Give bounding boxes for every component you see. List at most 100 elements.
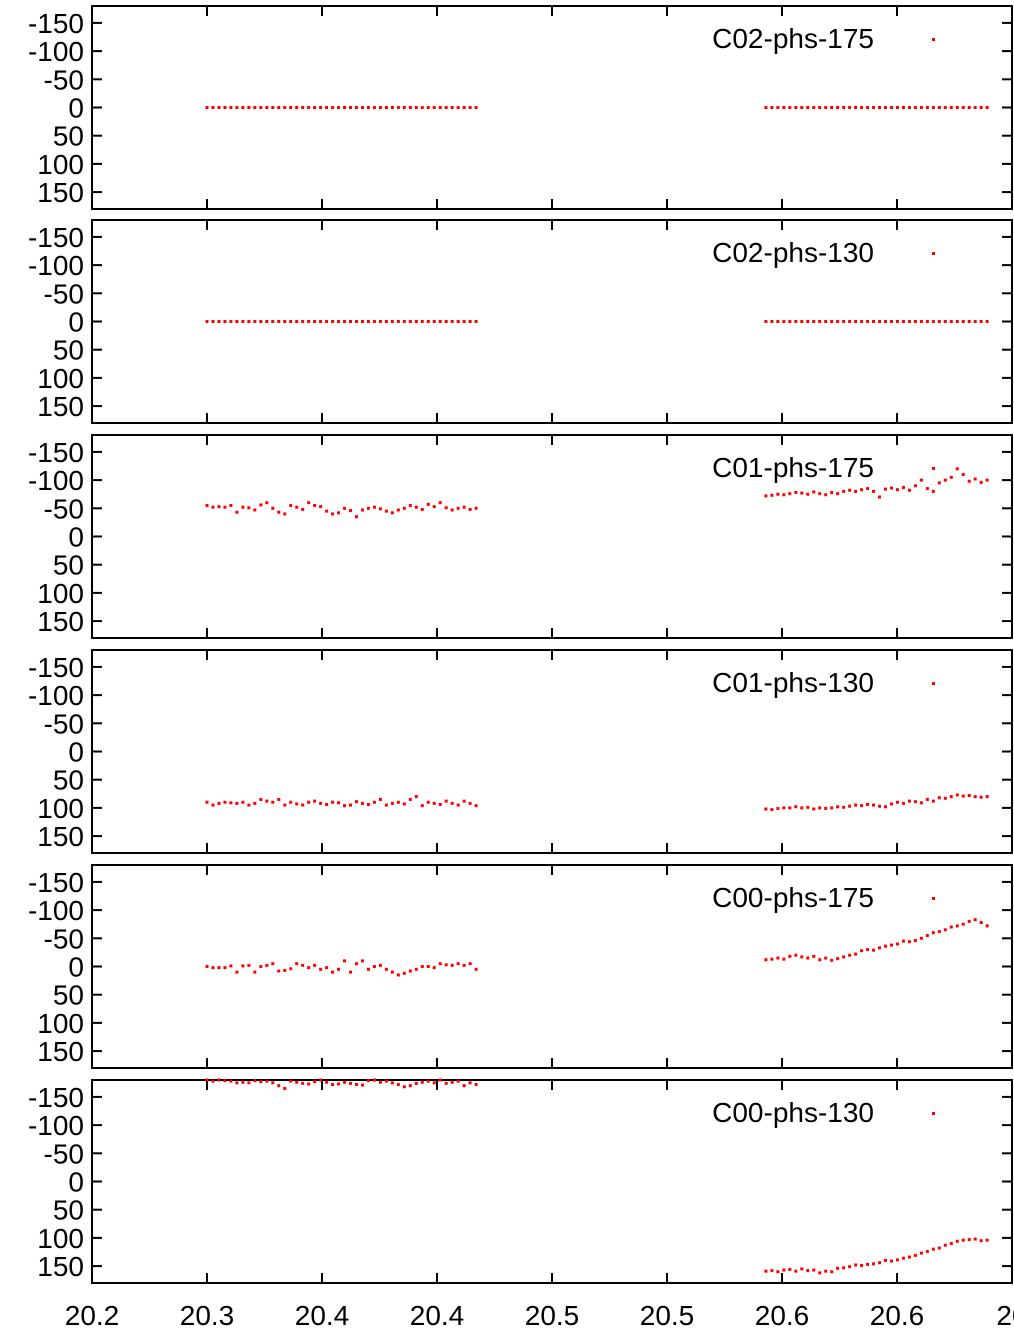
y-tick-label: 50 [53,121,84,152]
data-point [343,1080,347,1084]
data-point [770,320,774,323]
data-point [378,106,382,109]
data-point [307,800,311,804]
data-point [402,320,406,323]
data-point [438,106,442,109]
data-point [468,507,472,511]
data-point [961,794,965,798]
data-point [277,106,281,109]
data-point [426,502,430,506]
data-point [800,491,804,495]
data-point [289,106,293,109]
data-point [901,106,905,109]
data-point [848,488,852,492]
data-point [943,320,947,323]
data-point [337,801,341,805]
data-point [313,799,317,803]
y-tick-label: -50 [44,708,84,739]
y-tick-label: 50 [53,335,84,366]
data-point [408,503,412,507]
data-point [432,106,436,109]
data-point [343,804,347,808]
data-point [943,796,947,800]
data-point [360,801,364,805]
y-tick-label: 50 [53,1195,84,1226]
data-point [420,1080,424,1084]
x-tick-label: 20 [996,1300,1014,1331]
data-point [402,971,406,975]
data-point [408,797,412,801]
data-point [396,1083,400,1087]
data-point [872,1262,876,1266]
data-point [907,106,911,109]
data-point [913,484,917,488]
data-point [337,511,341,515]
data-point [229,964,233,968]
data-point [289,503,293,507]
legend-marker [932,467,935,470]
legend-label: C01-phs-175 [712,452,874,483]
data-point [800,1267,804,1271]
data-point [961,1238,965,1242]
data-point [878,106,882,109]
data-point [325,1080,329,1084]
data-point [836,957,840,961]
data-point [271,506,275,510]
data-point [889,320,893,323]
data-point [764,958,768,962]
data-point [842,320,846,323]
data-point [468,1081,472,1085]
data-point [937,320,941,323]
data-point [295,505,299,509]
data-point [949,106,953,109]
data-point [414,967,418,971]
data-point [408,969,412,973]
data-point [205,503,209,507]
data-point [925,106,929,109]
data-point [884,487,887,491]
data-point [331,1083,335,1087]
data-point [229,106,233,109]
data-point [925,1249,929,1253]
data-point [824,1269,828,1273]
data-point [937,106,941,109]
data-point [360,508,364,512]
data-point [223,800,227,804]
data-point [307,106,311,109]
data-point [229,503,233,507]
y-tick-label: 150 [37,1251,84,1282]
data-point [283,320,287,323]
data-point [253,106,257,109]
data-point [949,475,953,479]
y-tick-label: 50 [53,980,84,1011]
data-point [402,1085,406,1089]
data-point [217,966,221,970]
data-point [283,968,287,972]
y-tick-label: 0 [68,952,84,983]
data-point [307,501,311,505]
data-point [384,320,388,323]
data-point [450,508,454,512]
data-point [462,799,466,803]
data-point [283,106,287,109]
data-point [349,106,353,109]
data-point [301,320,305,323]
legend-label: C00-phs-130 [712,1097,874,1128]
data-point [235,801,239,805]
data-point [241,320,245,323]
data-point [961,922,965,926]
data-point [895,942,899,946]
data-point [241,800,245,804]
data-point [253,1079,257,1083]
data-point [307,1082,311,1086]
data-point [788,320,792,323]
data-point [259,965,263,968]
data-point [366,1079,370,1083]
data-point [824,806,828,810]
data-point [895,320,899,323]
data-point [289,320,293,323]
data-point [788,106,792,109]
data-point [812,807,816,811]
data-point [979,106,983,109]
data-point [253,320,257,323]
